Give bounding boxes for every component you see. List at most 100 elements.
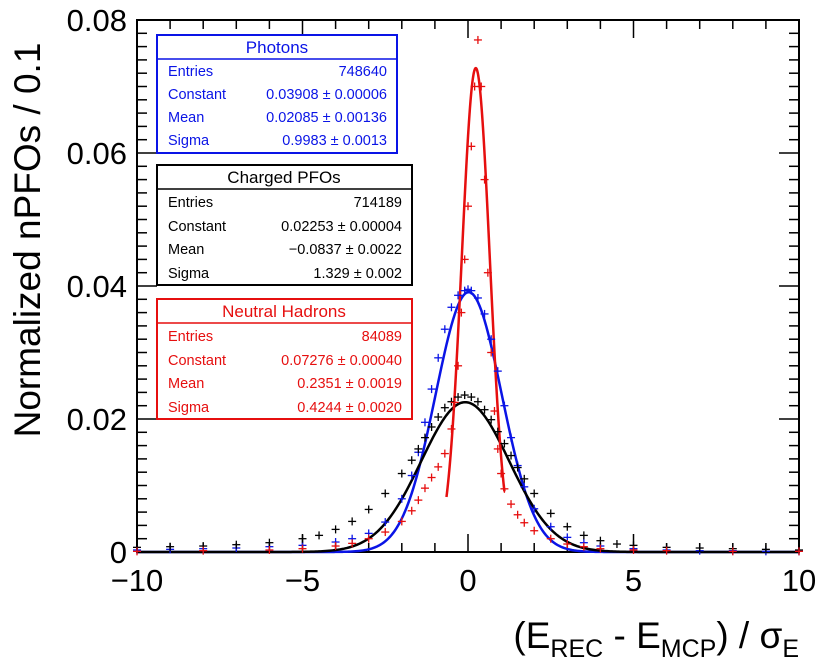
x-tick-label: 5 [625, 563, 642, 598]
data-point-neutral [414, 496, 423, 505]
data-point-neutral [480, 175, 489, 184]
data-point-neutral [407, 506, 416, 515]
data-point-neutral [348, 539, 357, 548]
data-point-charged [467, 393, 476, 402]
data-point-neutral [728, 547, 737, 556]
data-point-charged [579, 531, 588, 540]
data-point-charged [265, 538, 274, 547]
stats-value: 84089 [362, 329, 402, 345]
data-point-photons [530, 504, 539, 513]
y-axis-title: Normalized nPFOs / 0.1 [7, 43, 48, 438]
x-tick-label: 10 [782, 563, 816, 598]
x-axis-title: (EREC - EMCP) / σE [513, 615, 799, 657]
data-point-neutral [477, 82, 486, 91]
tick-labels: −10 −5 0 5 10 0 0.02 0.04 0.06 0.08 [67, 3, 817, 598]
x-title-close: ) / σ [716, 615, 782, 656]
data-markers [133, 35, 803, 556]
stats-value: 0.02253 ± 0.00004 [281, 219, 402, 235]
stats-label: Constant [168, 219, 226, 235]
data-point-neutral [420, 484, 429, 493]
stats-value: −0.0837 ± 0.0022 [289, 242, 402, 258]
data-point-neutral [513, 510, 522, 519]
data-point-charged [232, 540, 241, 549]
data-point-neutral [629, 546, 638, 555]
data-point-charged [348, 517, 357, 526]
data-point-photons [381, 518, 390, 527]
data-point-photons [420, 418, 429, 427]
data-point-charged [414, 444, 423, 453]
stats-title-neutral: Neutral Hadrons [222, 302, 346, 321]
fit-curve-neutral [445, 66, 506, 498]
stats-label: Sigma [168, 400, 210, 416]
data-point-neutral [454, 361, 463, 370]
data-point-charged [364, 505, 373, 514]
data-point-photons [500, 401, 509, 410]
data-point-photons [407, 471, 416, 480]
stats-label: Constant [168, 87, 226, 103]
data-point-photons [507, 433, 516, 442]
fit-curve-charged [137, 400, 799, 554]
y-tick-label: 0.08 [67, 3, 127, 38]
data-point-charged [473, 397, 482, 406]
stats-label: Entries [168, 329, 213, 345]
data-point-photons [434, 353, 443, 362]
data-point-neutral [490, 407, 499, 416]
stats-label: Entries [168, 195, 213, 211]
data-point-photons [427, 385, 436, 394]
data-point-photons [520, 482, 529, 491]
stats-value: 714189 [354, 195, 402, 211]
data-point-neutral [434, 462, 443, 471]
data-point-photons [493, 367, 502, 376]
data-point-neutral [563, 540, 572, 549]
stats-value: 0.9983 ± 0.0013 [282, 133, 387, 149]
data-point-charged [695, 544, 704, 553]
data-point-photons [397, 494, 406, 503]
data-point-neutral [520, 518, 529, 527]
data-point-neutral [460, 255, 469, 264]
data-point-neutral [500, 484, 509, 493]
x-title-sub-rec: REC [550, 635, 603, 657]
stats-value: 748640 [339, 64, 387, 80]
axis-ticks [136, 19, 800, 553]
x-tick-label: 0 [459, 563, 476, 598]
stats-value: 0.2351 ± 0.0019 [297, 376, 402, 392]
x-tick-label: −5 [285, 563, 320, 598]
data-point-neutral [298, 544, 307, 553]
stats-label: Entries [168, 64, 213, 80]
data-point-neutral [427, 473, 436, 482]
stats-value: 0.4244 ± 0.0020 [297, 400, 402, 416]
data-point-charged [563, 522, 572, 531]
data-point-neutral [487, 348, 496, 357]
stats-box-photons: Photons Entries 748640 Constant 0.03908 … [156, 34, 398, 154]
stats-label: Constant [168, 353, 226, 369]
data-point-neutral [447, 424, 456, 433]
data-point-neutral [483, 268, 492, 277]
data-point-neutral [265, 546, 274, 555]
data-point-photons [546, 522, 555, 531]
data-point-neutral [467, 142, 476, 151]
x-title-mid: - E [603, 615, 661, 656]
data-point-charged [298, 534, 307, 543]
x-title-open: (E [513, 615, 550, 656]
data-point-charged [530, 489, 539, 498]
data-point-charged [166, 542, 175, 551]
stats-value: 0.02085 ± 0.00136 [266, 110, 387, 126]
data-point-charged [480, 405, 489, 414]
x-title-sub-mcp: MCP [661, 635, 717, 657]
data-point-photons [473, 293, 482, 302]
data-point-charged [331, 525, 340, 534]
data-point-neutral [579, 542, 588, 551]
stats-label: Sigma [168, 133, 210, 149]
data-point-charged [596, 536, 605, 545]
data-point-charged [546, 509, 555, 518]
data-point-neutral [199, 546, 208, 555]
data-point-charged [454, 393, 463, 402]
data-point-neutral [331, 542, 340, 551]
data-point-charged [315, 531, 324, 540]
data-point-charged [500, 439, 509, 448]
stats-box-neutral: Neutral Hadrons Entries 84089 Constant 0… [156, 298, 413, 420]
data-point-charged [407, 456, 416, 465]
data-point-neutral [507, 500, 516, 509]
data-point-charged [507, 451, 516, 460]
x-tick-label: −10 [111, 563, 164, 598]
